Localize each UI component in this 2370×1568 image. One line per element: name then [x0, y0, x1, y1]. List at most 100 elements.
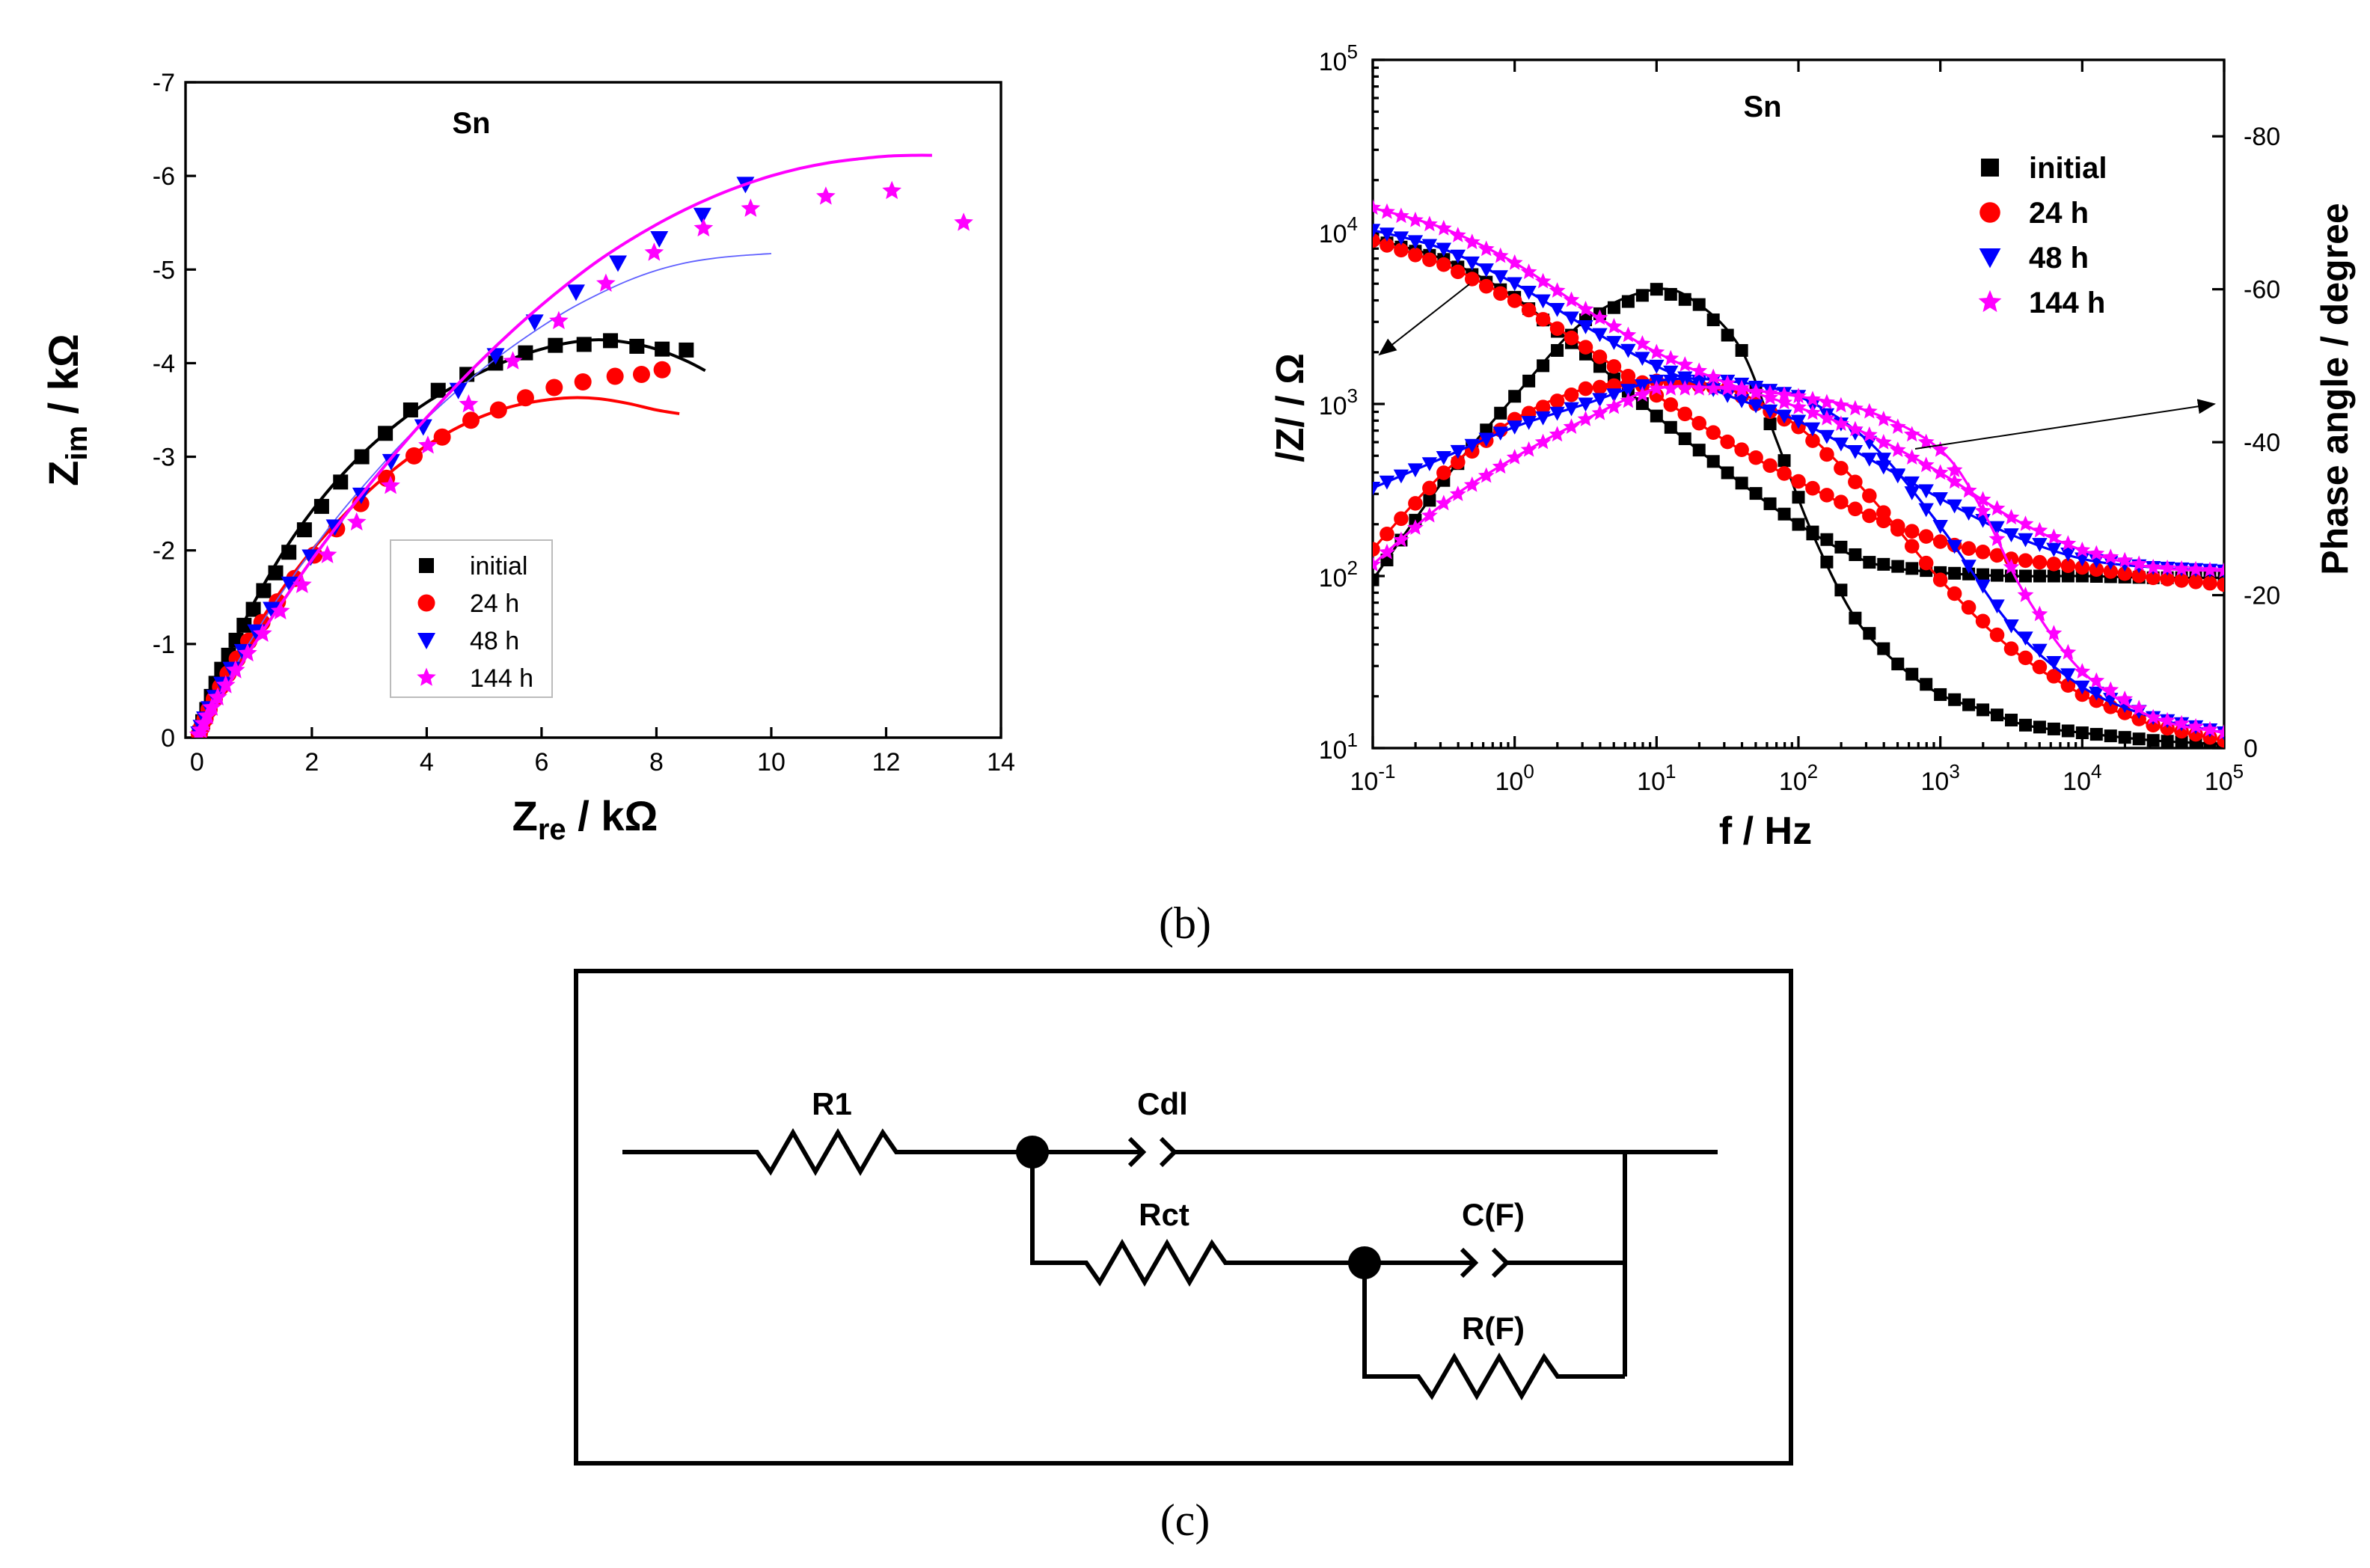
bode-modulus-point-24h	[1932, 534, 1948, 549]
nyquist-y-label: Zim / kΩ	[40, 334, 94, 486]
nyquist-x-label: Zre / kΩ	[512, 792, 658, 846]
nyquist-point-144h	[225, 660, 245, 679]
bode-x-tick-label-4: 104	[2063, 760, 2101, 796]
y-tick-label--1: -1	[153, 631, 175, 659]
bode-phase-point-24h	[1422, 480, 1437, 496]
nyquist-x-ticks: 0 2 4 6 8 10 12 14	[190, 727, 1015, 777]
bode-modulus-point-144h	[2187, 560, 2204, 577]
bode-phase-point-24h	[1535, 399, 1551, 414]
bode-phase-point-initial	[1721, 328, 1734, 342]
label-cf: C(F)	[1462, 1197, 1525, 1232]
bode-phase-point-initial	[2118, 731, 2131, 744]
bode-modulus-point-24h	[1521, 302, 1537, 318]
nyquist-point-48h	[650, 230, 669, 248]
nyquist-point-initial	[603, 333, 619, 349]
bode-modulus-point-initial	[1664, 420, 1677, 434]
nyquist-point-144h	[816, 186, 836, 205]
bode-modulus-point-48h	[2018, 533, 2033, 548]
bode-left-tick-label-3: 103	[1319, 385, 1358, 420]
bode-phase-point-144h	[1620, 392, 1637, 408]
bode-phase-point-144h	[1776, 386, 1792, 402]
bode-right-tick-label-0: 0	[2244, 735, 2258, 763]
bode-modulus-point-48h	[2032, 538, 2048, 552]
bode-phase-point-initial	[2146, 734, 2160, 747]
legend-label-initial: initial	[470, 552, 527, 581]
nyquist-point-144h	[644, 242, 664, 261]
bode-phase-point-48h	[2089, 686, 2104, 701]
bode-modulus-point-144h	[2031, 521, 2048, 538]
nyquist-point-48h	[414, 419, 432, 436]
bode-modulus-point-48h	[1464, 256, 1480, 271]
bode-modulus-point-24h	[1777, 466, 1792, 481]
bode-phase-point-initial	[2033, 720, 2046, 734]
bode-phase-point-24h	[2018, 650, 2033, 666]
bode-modulus-point-24h	[1394, 242, 1409, 258]
nyquist-point-initial	[576, 337, 592, 352]
nyquist-point-144h	[238, 643, 257, 662]
bode-modulus-point-initial	[2061, 569, 2074, 583]
bode-modulus-point-24h	[2103, 564, 2119, 579]
bode-phase-point-48h	[2003, 619, 2019, 634]
nyquist-point-initial	[313, 498, 329, 514]
bode-phase-point-144h	[1492, 458, 1509, 474]
bode-phase-point-24h	[1549, 393, 1565, 408]
bode-legend: initial 24 h 48 h 144 h	[1978, 152, 2107, 319]
bode-modulus-point-144h	[1974, 491, 1991, 507]
bode-modulus-point-24h	[1408, 248, 1423, 263]
bode-phase-point-initial	[2075, 726, 2089, 740]
bode-modulus-point-48h	[1578, 320, 1593, 334]
nyquist-fit-initial	[195, 338, 706, 738]
bode-phase-point-144h	[1591, 404, 1608, 420]
bode-modulus-point-24h	[1507, 293, 1522, 308]
bode-x-tick-label--1: 10-1	[1350, 760, 1396, 796]
bode-legend-marker-initial	[1981, 159, 1999, 177]
nyquist-point-initial	[548, 337, 563, 353]
bode-phase-point-144h	[1407, 519, 1424, 535]
bode-modulus-point-initial	[1706, 455, 1720, 468]
caption-b: (b)	[1159, 898, 1211, 948]
bode-legend-label-24h: 24 h	[2029, 197, 2089, 230]
bode-modulus-point-initial	[2047, 569, 2060, 583]
bode-right-tick-label--80: -80	[2244, 123, 2280, 151]
bode-phase-point-144h	[1393, 531, 1409, 548]
nyquist-point-initial	[296, 522, 312, 538]
bode-modulus-point-144h	[1591, 309, 1608, 325]
legend-marker-24h	[417, 594, 435, 612]
bode-phase-point-144h	[1634, 386, 1651, 402]
bode-x-tick-label-5: 105	[2205, 760, 2244, 796]
nyquist-point-initial	[402, 402, 418, 417]
legend-marker-initial	[419, 558, 434, 573]
bode-left-tick-label-4: 104	[1319, 212, 1358, 248]
bode-modulus-point-initial	[1678, 432, 1691, 445]
bode-modulus-point-48h	[1549, 303, 1565, 317]
bode-phase-point-144h	[2074, 663, 2091, 679]
bode-phase-point-48h	[1592, 393, 1608, 408]
bode-phase-point-48h	[1436, 451, 1452, 465]
bode-phase-point-144h	[1478, 467, 1495, 483]
bode-modulus-point-initial	[1834, 540, 1848, 554]
bode-modulus-point-144h	[1407, 211, 1424, 227]
bode-modulus-point-24h	[2146, 570, 2161, 586]
bode-modulus-point-144h	[1605, 318, 1623, 334]
bode-phase-point-24h	[1451, 454, 1466, 470]
y-tick-label--7: -7	[153, 69, 175, 97]
bode-chart: 10-1 100 101 102 103 104 105 101 102 103 104 105 0…	[1269, 40, 2356, 853]
bode-phase-point-144h	[2216, 724, 2224, 740]
bode-phase-point-24h	[2046, 669, 2062, 684]
bode-modulus-point-initial	[1763, 497, 1777, 510]
bode-modulus-point-initial	[1877, 557, 1890, 571]
bode-phase-point-144h	[1506, 449, 1523, 465]
bode-modulus-point-48h	[1989, 521, 2005, 536]
nyquist-point-144h	[596, 273, 616, 292]
bode-modulus-point-48h	[1861, 453, 1878, 467]
nyquist-point-24h	[462, 411, 480, 429]
bode-phase-point-144h	[1889, 418, 1906, 434]
bode-phase-point-144h	[1790, 388, 1807, 404]
nyquist-point-144h	[381, 475, 400, 494]
bode-modulus-point-48h	[2003, 528, 2019, 542]
y-tick-label-0: 0	[161, 724, 175, 753]
bode-phase-point-48h	[1535, 411, 1551, 426]
bode-phase-point-144h	[2102, 681, 2119, 697]
nyquist-point-initial	[354, 449, 370, 465]
bode-modulus-point-24h	[1578, 340, 1593, 355]
